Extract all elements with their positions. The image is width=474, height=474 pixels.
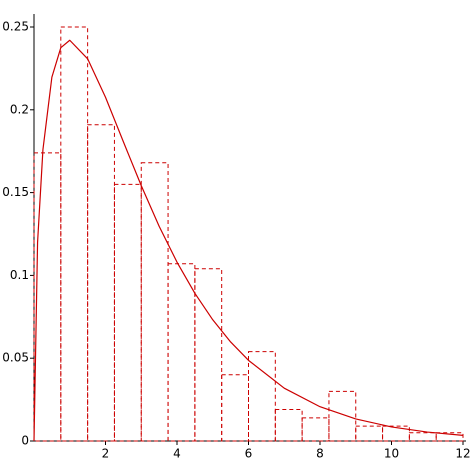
bar <box>140 162 169 442</box>
x-tick-label: 6 <box>245 447 253 461</box>
y-tick-label: 0.05 <box>2 351 29 365</box>
x-tick-label: 12 <box>455 447 470 461</box>
bar <box>274 409 303 442</box>
x-tick-label: 2 <box>102 447 110 461</box>
bar <box>167 263 196 442</box>
y-tick-label: 0 <box>21 434 29 448</box>
bar <box>248 351 276 442</box>
y-tick-label: 0.25 <box>2 20 29 34</box>
x-tick-label: 8 <box>316 447 324 461</box>
bar <box>221 374 249 442</box>
density-curve <box>33 39 464 442</box>
bar <box>328 390 357 442</box>
bar <box>194 268 223 442</box>
bar <box>113 183 142 442</box>
bar <box>435 432 464 442</box>
bar <box>87 124 115 442</box>
bar <box>408 432 437 442</box>
bar <box>60 26 89 442</box>
x-tick-label: 10 <box>384 447 399 461</box>
x-tick-label: 4 <box>173 447 181 461</box>
y-tick-label: 0.2 <box>10 102 29 116</box>
y-tick-label: 0.1 <box>10 268 29 282</box>
y-tick-label: 0.15 <box>2 185 29 199</box>
bar <box>33 152 62 442</box>
bar <box>355 425 384 442</box>
bar <box>301 417 330 442</box>
